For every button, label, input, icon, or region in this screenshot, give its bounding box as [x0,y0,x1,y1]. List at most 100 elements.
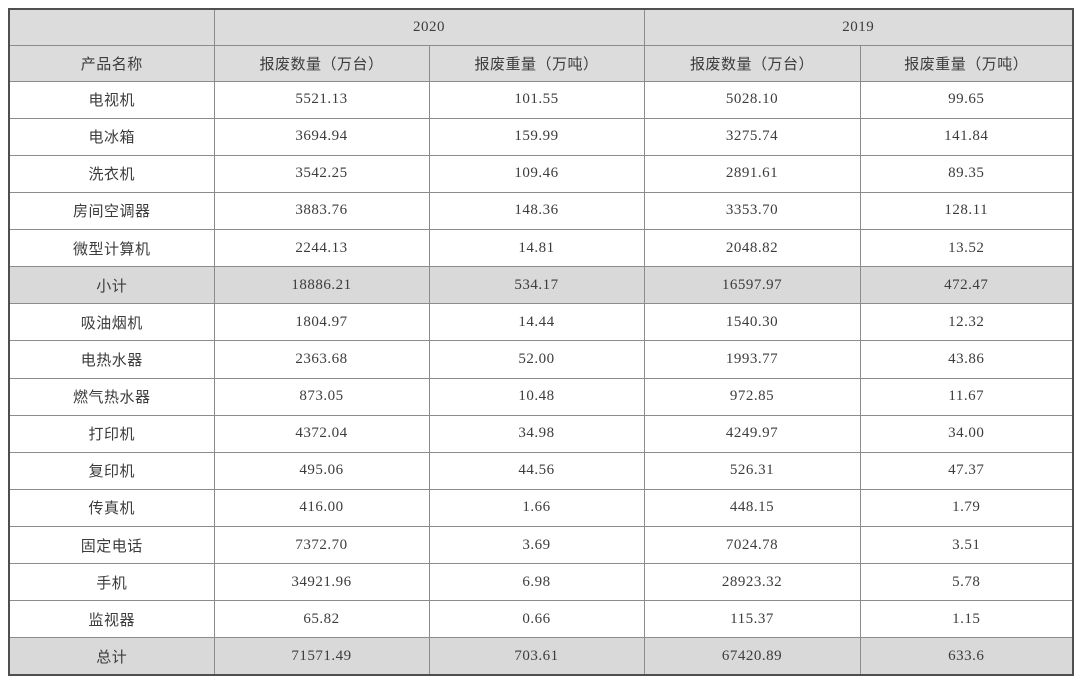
table-row: 电热水器 2363.68 52.00 1993.77 43.86 [8,340,1074,379]
value-cell: 13.52 [859,228,1074,268]
value-cell: 4249.97 [643,414,861,453]
value-cell: 12.32 [859,303,1074,342]
table-row: 打印机 4372.04 34.98 4249.97 34.00 [8,414,1074,453]
value-cell: 534.17 [428,266,645,305]
value-cell: 7024.78 [643,525,861,565]
value-cell: 1.66 [428,488,645,528]
product-name-header: 产品名称 [8,44,215,82]
value-cell: 11.67 [859,377,1074,416]
value-cell: 0.66 [428,600,645,639]
year-2019-header: 2019 [643,8,1074,46]
value-cell: 4372.04 [213,414,430,453]
value-cell: 7372.70 [213,525,430,565]
value-cell: 34921.96 [213,563,430,602]
table-row: 燃气热水器 873.05 10.48 972.85 11.67 [8,377,1074,416]
value-cell: 109.46 [428,154,645,193]
table-row: 传真机 416.00 1.66 448.15 1.79 [8,488,1074,528]
value-cell: 472.47 [859,266,1074,305]
qty-2020-header: 报废数量（万台） [213,44,430,82]
value-cell: 14.44 [428,303,645,342]
value-cell: 1.15 [859,600,1074,639]
product-name-cell: 打印机 [8,414,215,453]
value-cell: 448.15 [643,488,861,528]
weight-2020-header: 报废重量（万吨） [428,44,645,82]
value-cell: 1804.97 [213,303,430,342]
table-row: 电冰箱 3694.94 159.99 3275.74 141.84 [8,117,1074,156]
value-cell: 3883.76 [213,191,430,231]
value-cell: 115.37 [643,600,861,639]
product-name-cell: 传真机 [8,488,215,528]
value-cell: 65.82 [213,600,430,639]
value-cell: 89.35 [859,154,1074,193]
product-name-cell: 洗衣机 [8,154,215,193]
value-cell: 3275.74 [643,117,861,156]
corner-cell [8,8,215,46]
value-cell: 52.00 [428,340,645,379]
value-cell: 2891.61 [643,154,861,193]
value-cell: 34.98 [428,414,645,453]
value-cell: 1540.30 [643,303,861,342]
value-cell: 703.61 [428,637,645,676]
value-cell: 873.05 [213,377,430,416]
year-2020-header: 2020 [213,8,645,46]
value-cell: 101.55 [428,80,645,119]
column-header-row: 产品名称 报废数量（万台） 报废重量（万吨） 报废数量（万台） 报废重量（万吨） [8,44,1074,82]
value-cell: 526.31 [643,451,861,490]
value-cell: 495.06 [213,451,430,490]
product-name-cell: 微型计算机 [8,228,215,268]
value-cell: 128.11 [859,191,1074,231]
value-cell: 141.84 [859,117,1074,156]
product-name-cell: 固定电话 [8,525,215,565]
product-name-cell: 电视机 [8,80,215,119]
product-name-cell: 房间空调器 [8,191,215,231]
value-cell: 5028.10 [643,80,861,119]
value-cell: 3.51 [859,525,1074,565]
value-cell: 633.6 [859,637,1074,676]
value-cell: 1.79 [859,488,1074,528]
value-cell: 99.65 [859,80,1074,119]
value-cell: 16597.97 [643,266,861,305]
table-row: 监视器 65.82 0.66 115.37 1.15 [8,600,1074,639]
table-row: 微型计算机 2244.13 14.81 2048.82 13.52 [8,228,1074,268]
value-cell: 2048.82 [643,228,861,268]
value-cell: 148.36 [428,191,645,231]
product-name-cell: 监视器 [8,600,215,639]
product-name-cell: 复印机 [8,451,215,490]
product-name-cell: 电冰箱 [8,117,215,156]
weight-2019-header: 报废重量（万吨） [859,44,1074,82]
value-cell: 10.48 [428,377,645,416]
product-name-cell: 电热水器 [8,340,215,379]
value-cell: 159.99 [428,117,645,156]
value-cell: 34.00 [859,414,1074,453]
value-cell: 1993.77 [643,340,861,379]
table-header: 2020 2019 产品名称 报废数量（万台） 报废重量（万吨） 报废数量（万台… [8,8,1074,82]
value-cell: 3.69 [428,525,645,565]
product-name-cell: 吸油烟机 [8,303,215,342]
product-name-cell: 总计 [8,637,215,676]
product-name-cell: 手机 [8,563,215,602]
product-name-cell: 小计 [8,266,215,305]
value-cell: 2244.13 [213,228,430,268]
value-cell: 71571.49 [213,637,430,676]
value-cell: 18886.21 [213,266,430,305]
value-cell: 5521.13 [213,80,430,119]
value-cell: 3353.70 [643,191,861,231]
value-cell: 28923.32 [643,563,861,602]
table-row: 吸油烟机 1804.97 14.44 1540.30 12.32 [8,303,1074,342]
table-row: 固定电话 7372.70 3.69 7024.78 3.51 [8,525,1074,565]
table-row: 电视机 5521.13 101.55 5028.10 99.65 [8,80,1074,119]
value-cell: 2363.68 [213,340,430,379]
value-cell: 5.78 [859,563,1074,602]
product-name-cell: 燃气热水器 [8,377,215,416]
value-cell: 47.37 [859,451,1074,490]
table-row: 手机 34921.96 6.98 28923.32 5.78 [8,563,1074,602]
value-cell: 67420.89 [643,637,861,676]
summary-row: 小计 18886.21 534.17 16597.97 472.47 [8,266,1074,305]
table-row: 洗衣机 3542.25 109.46 2891.61 89.35 [8,154,1074,193]
table-body: 电视机 5521.13 101.55 5028.10 99.65 电冰箱 3694.94 15… [8,80,1074,676]
value-cell: 416.00 [213,488,430,528]
summary-row: 总计 71571.49 703.61 67420.89 633.6 [8,637,1074,676]
table-row: 复印机 495.06 44.56 526.31 47.37 [8,451,1074,490]
value-cell: 972.85 [643,377,861,416]
